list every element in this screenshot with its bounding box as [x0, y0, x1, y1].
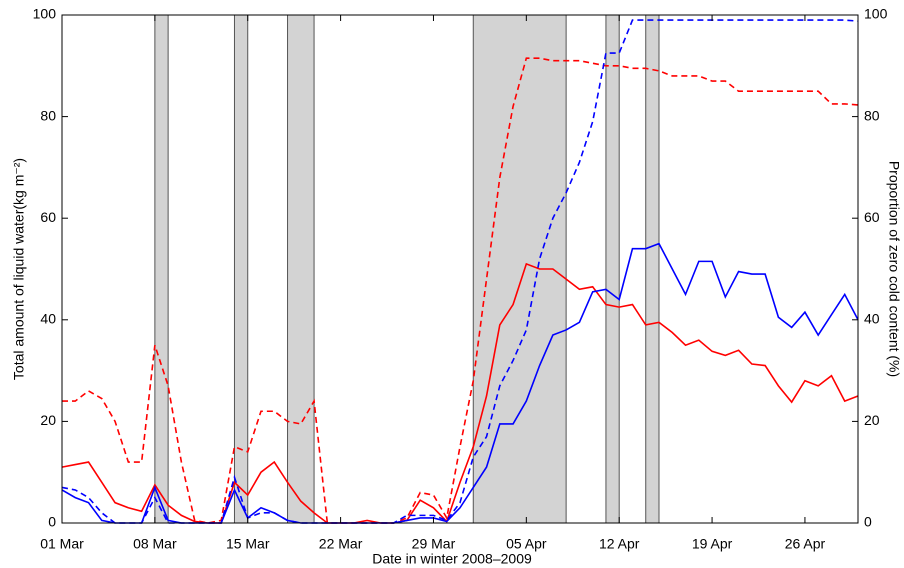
- y-tick-label: 40: [40, 311, 56, 327]
- shaded-period: [233, 14, 249, 524]
- plot-frame: [61, 14, 859, 524]
- y-tick-label: 0: [48, 514, 56, 530]
- x-tick-label: 19 Apr: [692, 536, 733, 552]
- x-tick-label: 29 Mar: [412, 536, 456, 552]
- y2-tick-label: 20: [864, 412, 880, 428]
- y2-axis-label: Proportion of zero cold content (%): [886, 161, 902, 377]
- y2-tick-label: 80: [864, 107, 880, 123]
- x-tick-label: 05 Apr: [506, 536, 547, 552]
- x-axis-label: Date in winter 2008–2009: [372, 551, 532, 567]
- y-tick-label: 60: [40, 209, 56, 225]
- y-tick-label: 80: [40, 107, 56, 123]
- x-tick-label: 22 Mar: [319, 536, 363, 552]
- shaded-period: [287, 14, 315, 524]
- x-tick-label: 26 Apr: [785, 536, 826, 552]
- y-axis-label: Total amount of liquid water(kg m⁻²): [11, 158, 27, 380]
- data-line: [62, 57, 859, 524]
- y-tick-label: 100: [33, 6, 57, 22]
- x-tick-label: 12 Apr: [599, 536, 640, 552]
- data-line: [61, 19, 859, 524]
- shaded-period: [645, 14, 660, 524]
- y-tick-label: 20: [40, 412, 56, 428]
- shaded-period: [605, 14, 620, 524]
- x-tick-label: 15 Mar: [226, 536, 270, 552]
- data-line: [61, 262, 859, 524]
- shaded-period: [154, 14, 169, 524]
- y2-tick-label: 100: [864, 6, 888, 22]
- y2-tick-label: 40: [864, 311, 880, 327]
- y2-tick-label: 60: [864, 209, 880, 225]
- x-tick-label: 08 Mar: [133, 536, 177, 552]
- x-tick-label: 01 Mar: [40, 536, 84, 552]
- y2-tick-label: 0: [864, 514, 872, 530]
